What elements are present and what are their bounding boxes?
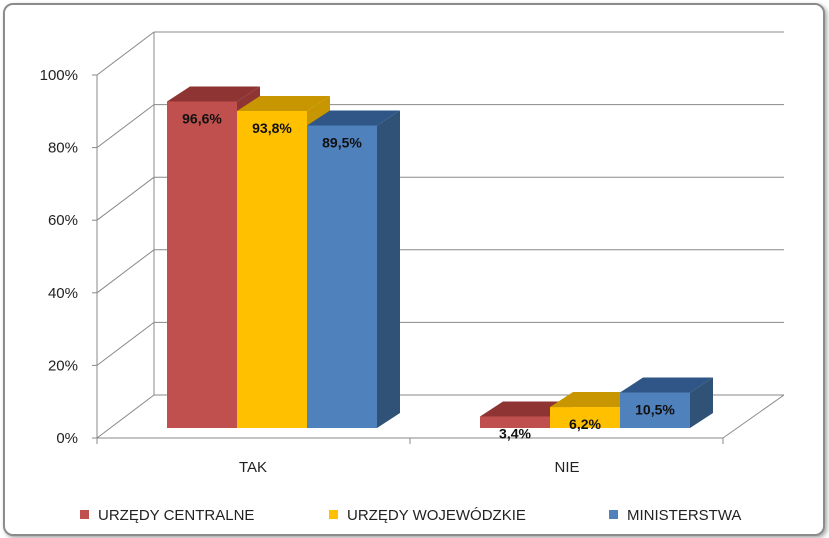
grid-diagonal — [96, 31, 155, 76]
chart-frame — [3, 3, 825, 536]
y-tick-label: 100% — [40, 67, 78, 84]
legend-label: URZĘDY WOJEWÓDZKIE — [347, 507, 526, 524]
x-category-label: TAK — [239, 459, 267, 476]
bar — [550, 407, 620, 428]
bar-top — [307, 110, 400, 126]
data-label: 93,8% — [252, 120, 292, 136]
data-label: 6,2% — [569, 416, 601, 432]
y-tick-label: 60% — [48, 212, 78, 229]
grid-diagonal — [96, 104, 155, 148]
legend-swatch — [329, 510, 338, 519]
bar — [480, 416, 550, 428]
floor-right-edge — [722, 394, 785, 439]
bar-side — [377, 110, 400, 429]
legend-label: MINISTERSTWA — [627, 507, 741, 524]
bar — [167, 101, 237, 428]
x-category-label: NIE — [554, 459, 579, 476]
bar-side — [690, 377, 713, 428]
legend-swatch — [80, 510, 89, 519]
bar — [307, 125, 377, 429]
y-tick-label: 0% — [56, 430, 78, 447]
y-tick-label: 80% — [48, 140, 78, 157]
bar — [620, 392, 690, 428]
bar-top — [237, 95, 330, 111]
data-label: 89,5% — [322, 134, 362, 150]
data-label: 96,6% — [182, 110, 222, 126]
bar-top — [167, 86, 260, 102]
grid-diagonal — [96, 322, 155, 366]
legend-swatch — [609, 510, 618, 519]
bar-top — [550, 392, 643, 408]
data-label: 3,4% — [499, 426, 531, 442]
y-tick-label: 20% — [48, 357, 78, 374]
y-tick-label: 40% — [48, 285, 78, 302]
bar-top — [480, 401, 573, 417]
grid-diagonal — [96, 249, 155, 294]
grid-diagonal — [96, 176, 155, 221]
data-label: 10,5% — [635, 402, 675, 418]
grid-diagonal — [96, 394, 155, 439]
bar-top — [620, 377, 713, 393]
legend-label: URZĘDY CENTRALNE — [98, 507, 254, 524]
bar — [237, 110, 307, 429]
